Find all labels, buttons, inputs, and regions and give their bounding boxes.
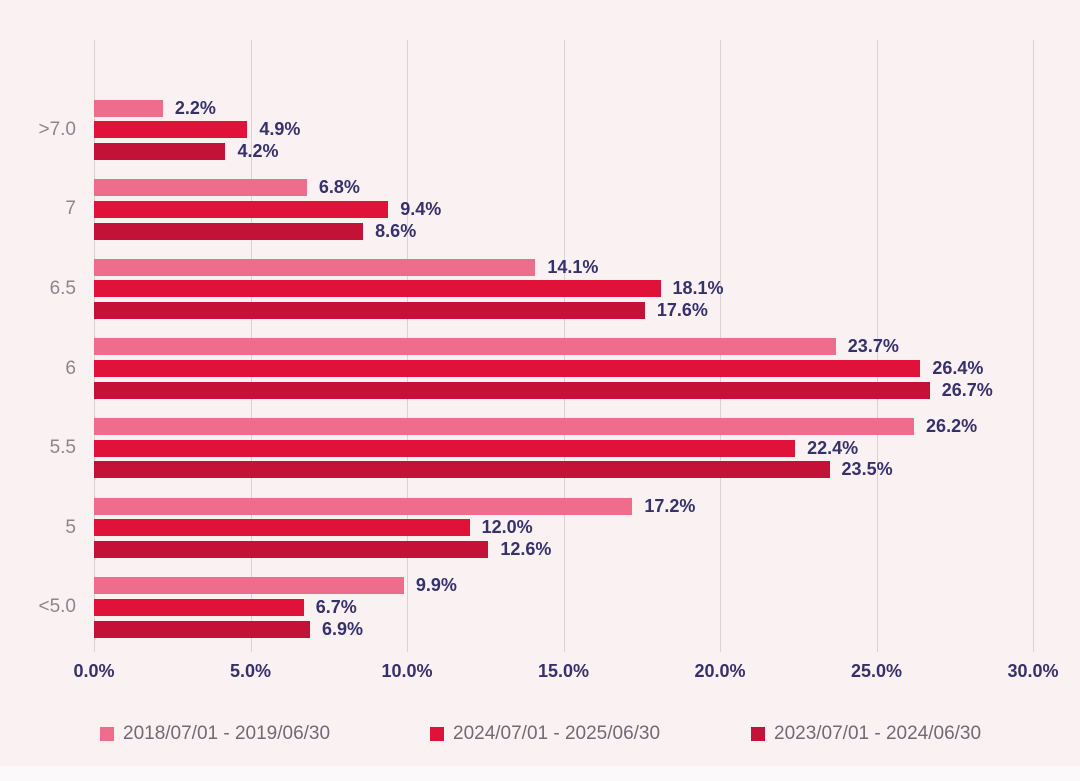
value-label: 26.4% [932,358,984,379]
bar-series2-6.5 [94,280,661,298]
bar-series3-7 [94,222,364,240]
category-label: >7.0 [38,118,76,140]
bar-series2-<5.0 [94,598,304,616]
bar-series1-5 [94,497,633,515]
category-label: 6 [65,357,76,379]
category-label: 5 [65,516,76,538]
legend-item: 2023/07/01 - 2024/06/30 [751,721,981,747]
bar-series2-5.5 [94,439,796,457]
bar-series3-6.5 [94,302,645,320]
bottom-strip [0,766,1080,781]
value-label: 6.8% [318,177,360,198]
bar-series1-6 [94,338,836,356]
value-label: 4.2% [237,141,279,161]
bar-series3-5.5 [94,461,830,479]
legend-label: 2024/07/01 - 2025/06/30 [453,723,661,744]
x-tick-label: 15.0% [537,661,590,681]
category-label: 7 [65,198,76,220]
value-label: 4.9% [259,119,301,140]
x-tick-label: 30.0% [1007,661,1059,681]
bar-series2->7.0 [94,121,248,139]
value-label: 6.9% [321,618,363,639]
value-label: 22.4% [807,437,859,458]
bar-series3-6 [94,381,930,399]
legend-item: 2024/07/01 - 2025/06/30 [430,721,660,747]
bar-series3->7.0 [94,143,226,160]
legend-swatch-icon [430,727,444,741]
value-label: 23.5% [841,459,893,480]
value-label: 9.9% [415,575,457,596]
bar-series1-6.5 [94,258,536,276]
value-label: 18.1% [672,278,724,299]
legend-swatch-icon [751,727,765,741]
category-label: 6.5 [49,277,76,299]
x-tick-label: 0.0% [73,661,115,681]
value-label: 26.7% [941,379,993,400]
bar-series1->7.0 [94,99,163,117]
legend-label: 2018/07/01 - 2019/06/30 [123,723,331,744]
bar-series3-5 [94,541,489,558]
x-tick-label: 5.0% [229,661,272,681]
x-tick-label: 20.0% [694,661,746,681]
value-label: 9.4% [400,198,442,219]
value-label: 17.2% [644,495,696,516]
bar-series1-7 [94,179,307,197]
bar-series2-5 [94,519,470,537]
gridline [876,40,878,652]
bar-series2-7 [94,200,389,218]
value-label: 12.6% [500,539,552,559]
x-tick-label: 10.0% [381,661,433,681]
category-label: 5.5 [49,437,76,459]
bar-series1-5.5 [94,417,915,435]
value-label: 23.7% [847,336,899,357]
plot-area: 2.2% 4.9% 4.2% 6.8% 9.4% 8.6% 14.1% 18.1% 17.6% 2… [94,40,1034,652]
legend-swatch-icon [100,727,114,741]
bar-series3-<5.0 [94,620,310,638]
bar-series2-6 [94,360,921,378]
value-label: 26.2% [926,415,978,436]
legend-label: 2023/07/01 - 2024/06/30 [774,723,982,744]
value-label: 12.0% [481,517,533,538]
category-label: <5.0 [38,596,76,618]
value-label: 6.7% [315,596,357,617]
value-label: 14.1% [547,256,599,277]
bar-series1-<5.0 [94,577,404,595]
x-tick-label: 25.0% [850,661,903,681]
value-label: 2.2% [174,97,216,118]
legend-item: 2018/07/01 - 2019/06/30 [100,721,330,747]
gridline [1033,40,1034,652]
value-label: 17.6% [656,300,708,321]
value-label: 8.6% [375,220,417,241]
